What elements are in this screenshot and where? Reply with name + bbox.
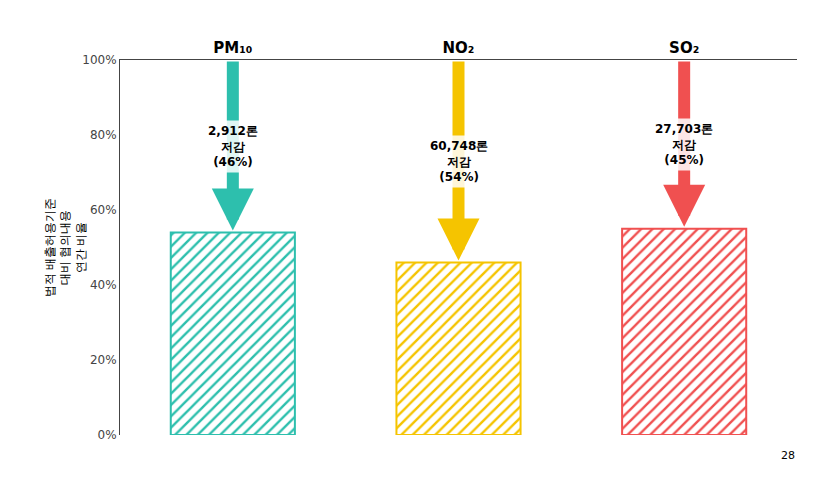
svg-text:SO₂: SO₂ xyxy=(669,39,699,57)
svg-text:2,912론저감(46%): 2,912론저감(46%) xyxy=(208,124,258,169)
svg-text:20%: 20% xyxy=(90,353,117,367)
svg-text:60,748론저감(54%): 60,748론저감(54%) xyxy=(430,139,488,184)
svg-text:80%: 80% xyxy=(90,128,117,142)
svg-text:40%: 40% xyxy=(90,278,117,292)
svg-text:NO₂: NO₂ xyxy=(443,39,475,57)
svg-text:27,703론저감(45%): 27,703론저감(45%) xyxy=(655,122,713,167)
svg-text:60%: 60% xyxy=(90,203,117,217)
svg-text:28: 28 xyxy=(781,449,795,462)
svg-text:PM₁₀: PM₁₀ xyxy=(213,39,252,57)
svg-text:100%: 100% xyxy=(82,53,116,67)
svg-text:법적 배출허용기준대비 협의내용연간 비율: 법적 배출허용기준대비 협의내용연간 비율 xyxy=(43,198,88,298)
svg-text:0%: 0% xyxy=(98,428,117,442)
